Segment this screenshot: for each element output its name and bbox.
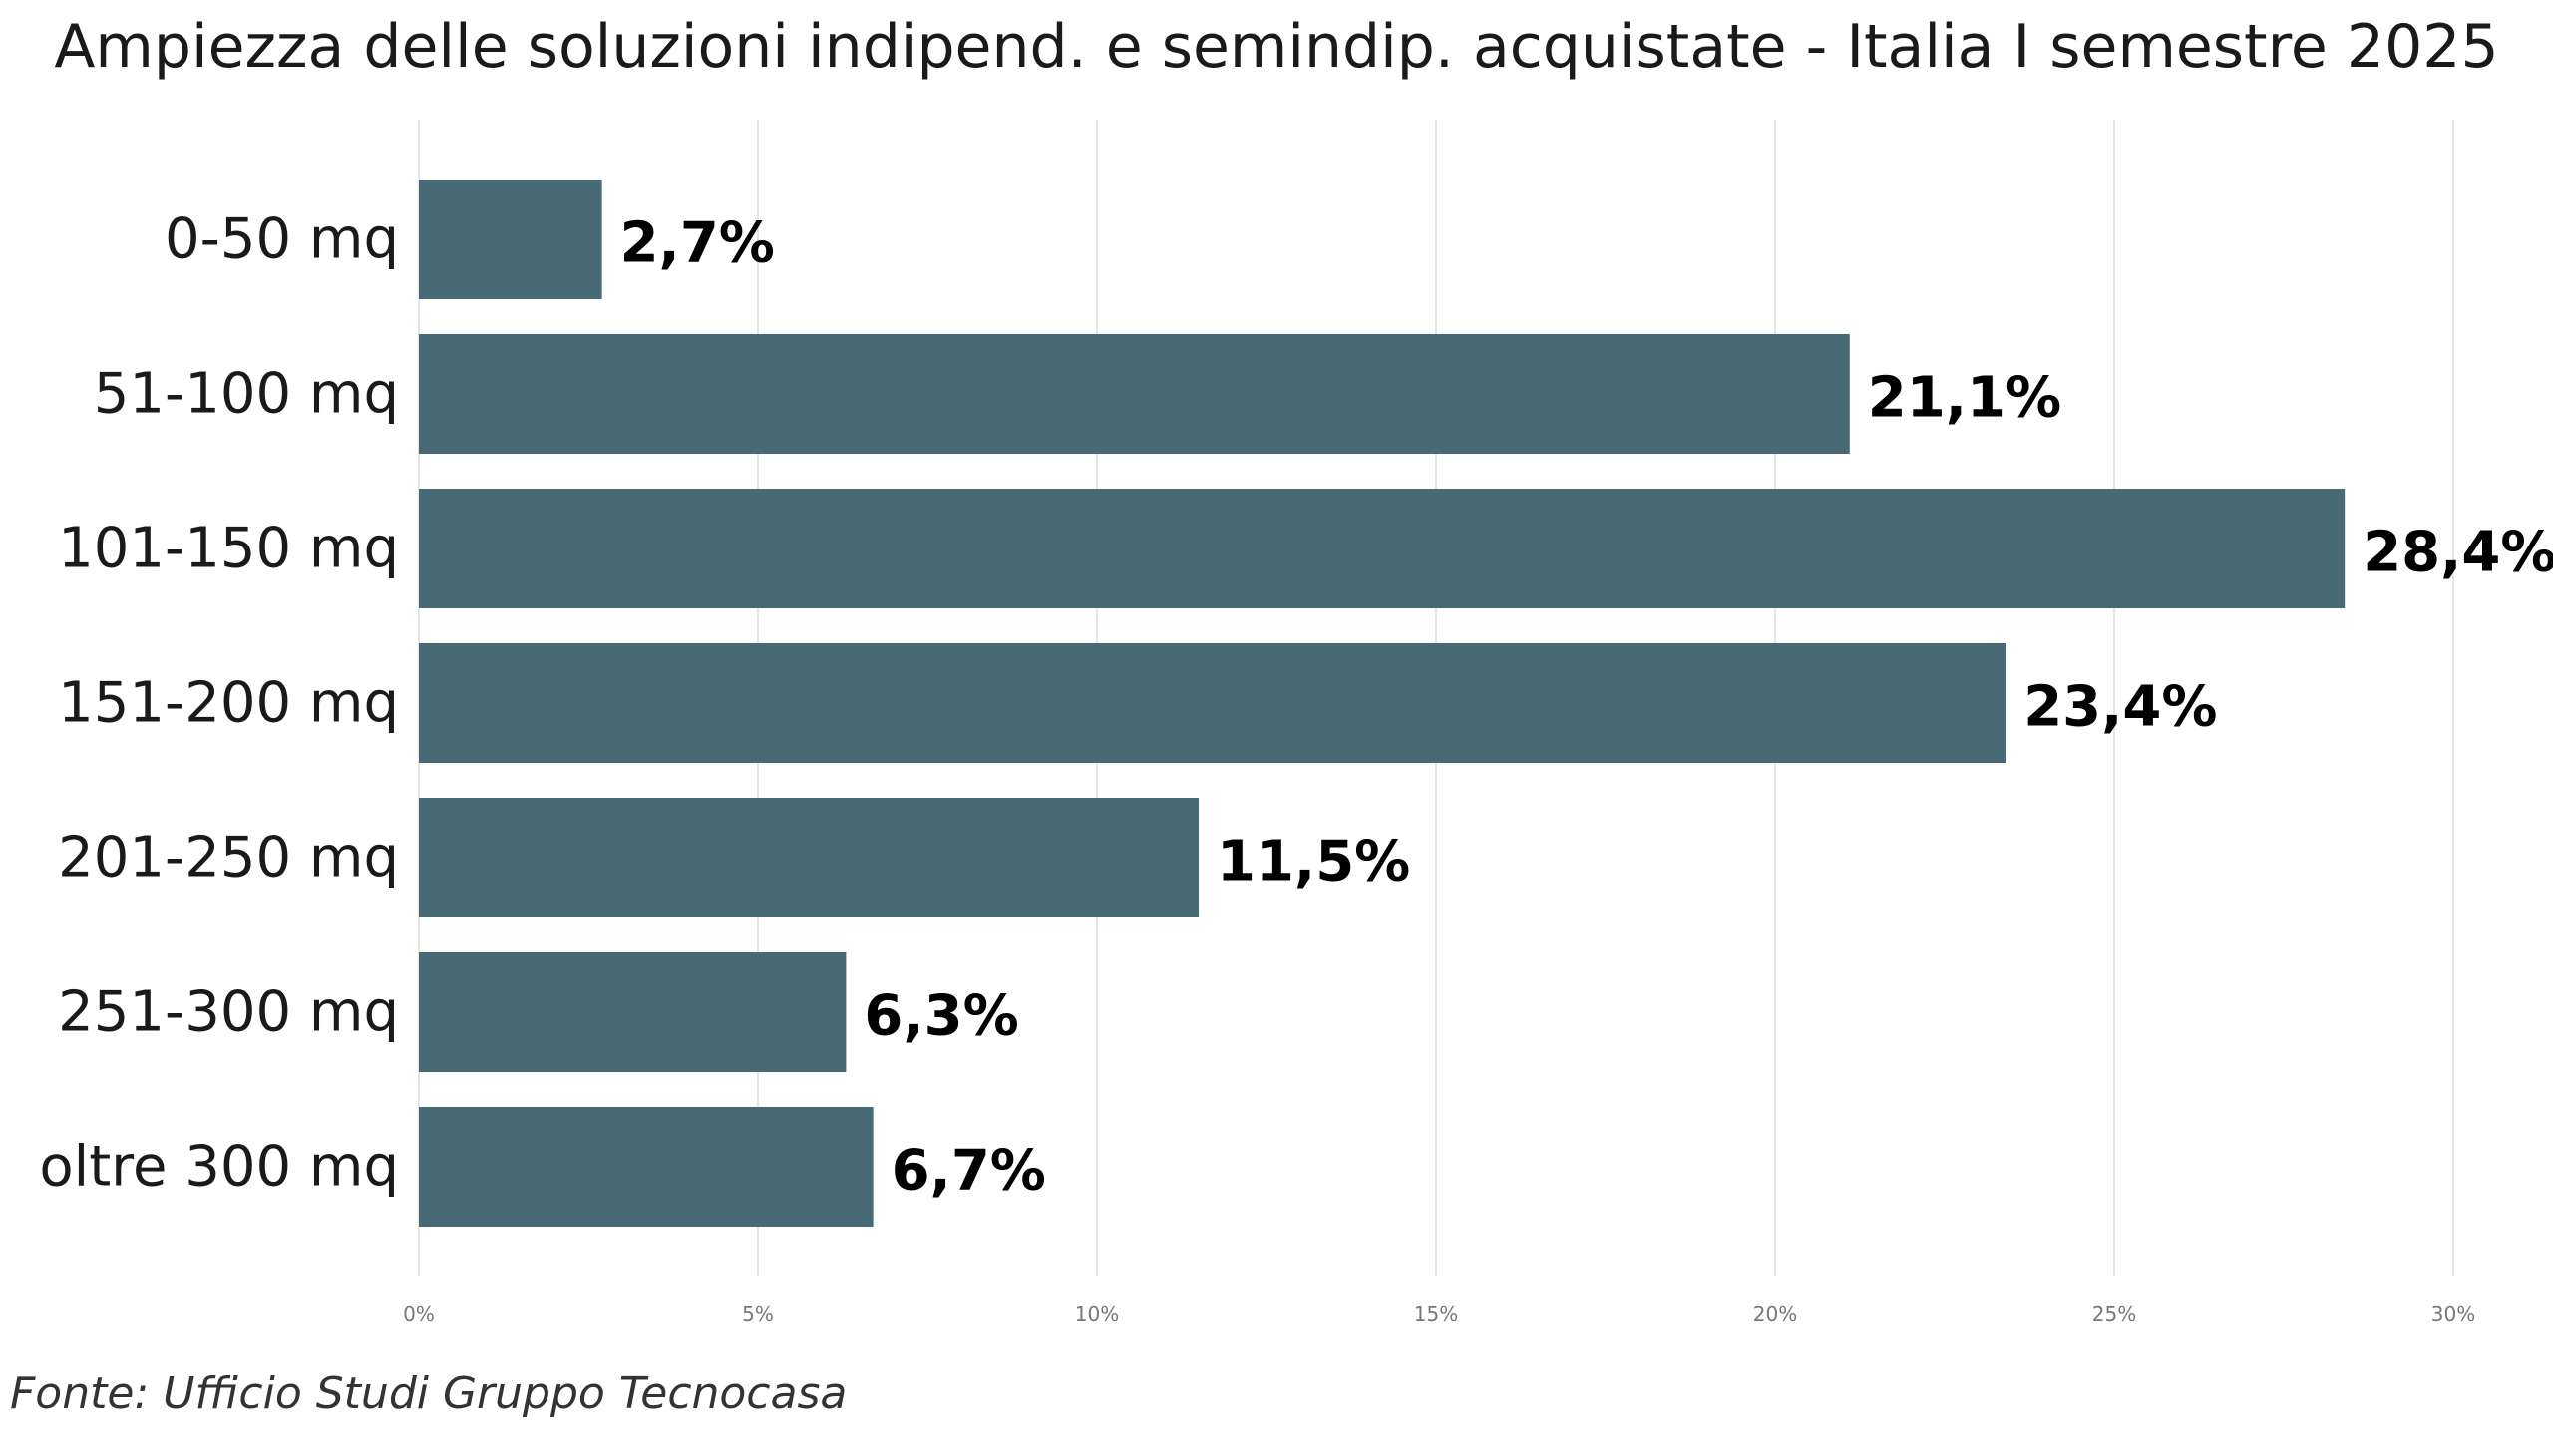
bar (419, 489, 2346, 608)
value-label: 2,7% (620, 211, 775, 276)
bar (419, 334, 1850, 454)
category-label: oltre 300 mq (39, 1135, 399, 1200)
category-label: 201-250 mq (58, 826, 399, 891)
x-tick-label: 10% (1075, 1302, 1119, 1326)
x-tick-label: 30% (2431, 1302, 2475, 1326)
category-label: 251-300 mq (58, 980, 399, 1045)
value-label: 23,4% (2023, 675, 2217, 740)
category-label: 151-200 mq (58, 671, 399, 736)
bar (419, 643, 2006, 763)
category-label: 0-50 mq (165, 207, 399, 272)
value-label: 6,3% (864, 984, 1018, 1049)
x-tick-label: 25% (2092, 1302, 2136, 1326)
value-label: 28,4% (2363, 521, 2553, 585)
category-label: 101-150 mq (58, 517, 399, 581)
category-labels: 0-50 mq 51-100 mq 101-150 mq 151-200 mq 201-… (39, 207, 399, 1200)
x-tick-label: 15% (1414, 1302, 1458, 1326)
bar (419, 1107, 874, 1227)
bar (419, 798, 1199, 917)
x-axis-ticks: 0% 5% 10% 15% 20% 25% 30% (403, 1302, 2475, 1326)
chart-title: Ampiezza delle soluzioni indipend. e sem… (54, 12, 2499, 82)
bars (419, 180, 2346, 1227)
bar (419, 952, 847, 1072)
x-tick-label: 5% (742, 1302, 774, 1326)
x-tick-label: 0% (403, 1302, 435, 1326)
chart-source: Fonte: Ufficio Studi Gruppo Tecnocasa (10, 1368, 848, 1419)
value-label: 11,5% (1217, 830, 1410, 895)
value-label: 6,7% (892, 1139, 1046, 1204)
bar (419, 180, 602, 299)
category-label: 51-100 mq (94, 362, 399, 427)
value-labels: 2,7% 21,1% 28,4% 23,4% 11,5% 6,3% 6,7% (620, 211, 2553, 1204)
value-label: 21,1% (1868, 366, 2061, 431)
x-tick-label: 20% (1753, 1302, 1797, 1326)
